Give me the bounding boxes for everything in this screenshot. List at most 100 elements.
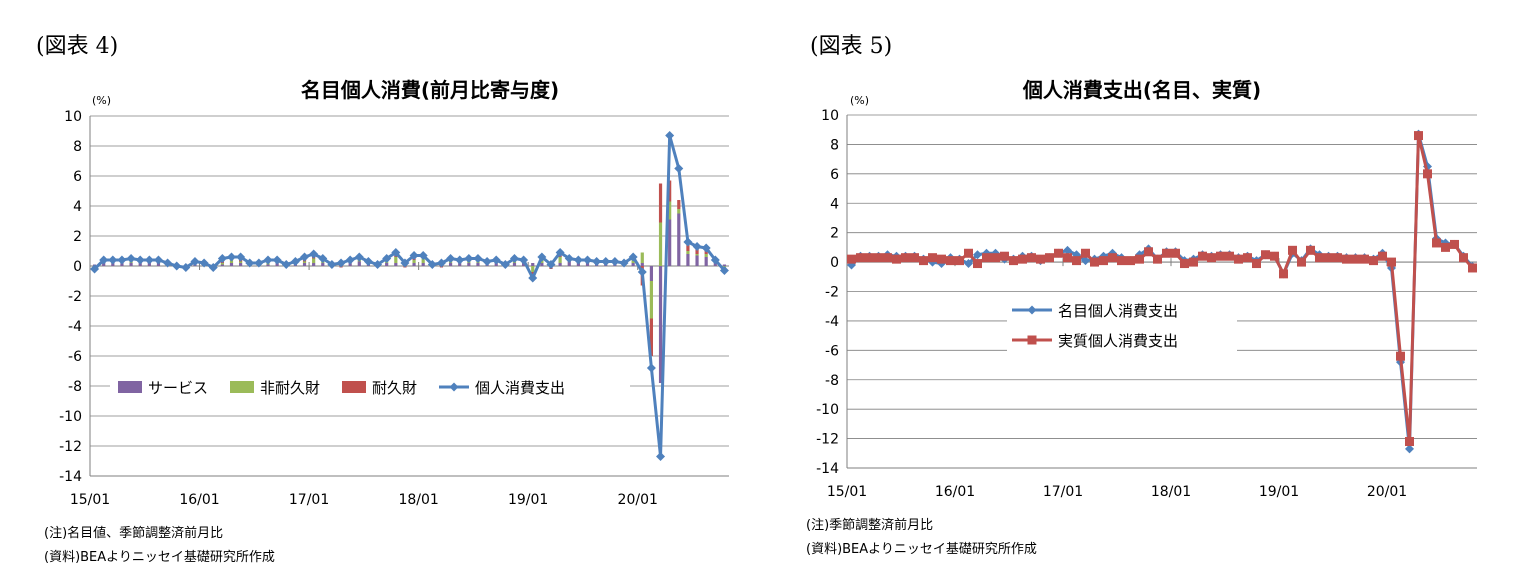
- data-point: [1018, 254, 1027, 264]
- y-tick-label: 6: [73, 169, 82, 185]
- y-tick-label: -6: [68, 349, 82, 365]
- data-point: [500, 260, 510, 269]
- contribution-chart: 名目個人消費(前月比寄与度) (%) -14 -12 -10 -8 -6 -4 -2 0 2 4 6 8 1…: [59, 78, 729, 508]
- legend-box: [1007, 292, 1237, 354]
- bar-segment: [631, 263, 635, 266]
- bar-segment: [147, 263, 151, 266]
- bar-segment: [448, 263, 453, 266]
- data-point: [163, 258, 173, 268]
- data-point: [619, 258, 629, 268]
- bar-segment: [412, 260, 416, 263]
- y-tick-label: 2: [73, 229, 82, 245]
- data-point: [910, 253, 919, 263]
- data-point: [883, 253, 892, 263]
- data-point: [710, 255, 720, 265]
- bar-segment: [394, 263, 398, 266]
- bar-segment: [512, 263, 517, 266]
- data-point: [1000, 251, 1009, 261]
- bar-segment: [668, 219, 672, 266]
- data-point: [436, 258, 446, 268]
- data-point: [919, 256, 928, 266]
- data-point: [692, 242, 702, 251]
- y-tick-label: -14: [816, 461, 839, 477]
- bar-segment: [677, 200, 681, 209]
- data-point: [309, 249, 319, 259]
- data-point: [446, 254, 456, 263]
- bar-segment: [649, 266, 654, 281]
- bar-segment: [129, 263, 133, 266]
- data-point: [1108, 253, 1117, 263]
- bar-segment: [239, 263, 243, 266]
- y-tick-label: 10: [64, 109, 82, 125]
- bar-segment: [220, 263, 224, 265]
- chart-title: 名目個人消費(前月比寄与度): [301, 78, 559, 102]
- y-tick-label: -2: [68, 289, 82, 305]
- data-point: [272, 255, 282, 265]
- data-point: [509, 254, 519, 263]
- bar-segment: [668, 201, 672, 220]
- data-point: [99, 255, 109, 265]
- data-point: [254, 258, 264, 268]
- data-point: [1189, 257, 1198, 267]
- bar-segment: [476, 263, 480, 266]
- data-point: [327, 260, 337, 269]
- data-point: [1450, 239, 1459, 249]
- bar-segment: [640, 263, 644, 266]
- data-point: [1369, 256, 1378, 266]
- y-tick-label: -10: [59, 409, 82, 425]
- bar-segment: [704, 257, 708, 266]
- data-point: [1135, 254, 1144, 264]
- data-point: [208, 263, 218, 272]
- data-point: [1351, 254, 1360, 264]
- bar-segment: [686, 245, 690, 251]
- data-point: [1315, 253, 1324, 263]
- data-point: [964, 259, 973, 269]
- data-point: [1054, 248, 1063, 258]
- data-point: [427, 260, 437, 269]
- legend-swatch: [342, 381, 366, 393]
- data-point: [1180, 259, 1189, 269]
- data-point: [928, 253, 937, 263]
- y-tick-label: 0: [73, 259, 82, 275]
- data-point: [1387, 257, 1396, 267]
- data-point: [874, 253, 883, 263]
- data-point: [455, 255, 465, 265]
- data-point: [646, 363, 656, 373]
- data-point: [528, 273, 538, 283]
- data-point: [1441, 242, 1450, 252]
- y-unit-label: (%): [92, 94, 111, 107]
- bar-segment: [658, 266, 663, 383]
- bar-segment: [467, 263, 471, 266]
- data-point: [373, 260, 383, 269]
- bar-segment: [686, 254, 690, 266]
- data-point: [491, 255, 501, 265]
- legend-label: サービス: [148, 379, 208, 397]
- data-point: [172, 261, 182, 271]
- data-point: [973, 250, 982, 260]
- data-point: [683, 237, 693, 247]
- data-point: [400, 258, 410, 268]
- bar-segment: [695, 254, 699, 256]
- legend-label: 名目個人消費支出: [1058, 302, 1178, 320]
- data-point: [144, 255, 154, 265]
- data-point: [1081, 256, 1090, 266]
- bar-segment: [558, 257, 562, 263]
- nominal-real-pce-chart: 個人消費支出(名目、実質) (%) -14 -12 -10 -8 -6 -4 -2 0 2 4 6 8 10…: [816, 78, 1477, 500]
- y-tick-label: -8: [68, 379, 82, 395]
- data-point: [482, 257, 492, 266]
- data-point: [1153, 254, 1162, 264]
- data-point: [363, 257, 373, 266]
- x-tick-label: 17/01: [289, 492, 329, 508]
- note-line: (注)季節調整済前月比: [806, 518, 934, 533]
- bar-segment: [677, 213, 681, 266]
- data-point: [1423, 169, 1432, 179]
- data-point: [1252, 259, 1261, 269]
- data-point: [847, 254, 856, 264]
- data-point: [117, 255, 127, 265]
- data-point: [628, 252, 638, 262]
- y-tick-label: -12: [816, 432, 839, 448]
- data-point: [892, 254, 901, 264]
- data-point: [656, 452, 666, 461]
- y-tick-label: 2: [830, 226, 839, 242]
- data-point: [1234, 254, 1243, 264]
